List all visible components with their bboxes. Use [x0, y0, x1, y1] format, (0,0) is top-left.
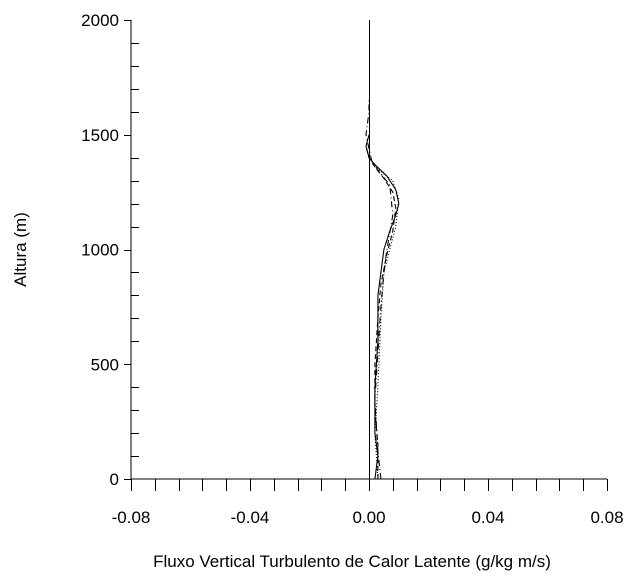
- x-tick-label: 0.08: [590, 508, 623, 527]
- y-tick-label: 0: [110, 470, 119, 489]
- y-tick-label: 500: [91, 355, 119, 374]
- x-tick-label: 0.04: [471, 508, 504, 527]
- tick-labels: 0 500 1000 1500 2000 -0.08 -0.04 0.00 0.04 0.08: [81, 11, 623, 527]
- x-tick-label: -0.04: [231, 508, 270, 527]
- axes: [124, 20, 608, 491]
- series-group: [365, 100, 400, 480]
- x-tick-label: 0.00: [352, 508, 385, 527]
- y-tick-label: 1500: [81, 126, 119, 145]
- series-line-3: [365, 100, 394, 480]
- series-line-2: [365, 146, 397, 479]
- x-tick-label: -0.08: [112, 508, 151, 527]
- series-line-4: [368, 157, 400, 480]
- y-axis-label: Altura (m): [11, 212, 30, 287]
- series-line-1: [365, 134, 400, 480]
- y-tick-label: 2000: [81, 11, 119, 30]
- y-tick-label: 1000: [81, 241, 119, 260]
- x-axis-label: Fluxo Vertical Turbulento de Calor Laten…: [153, 552, 551, 571]
